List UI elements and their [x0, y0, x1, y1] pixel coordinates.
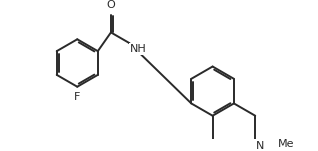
Text: N: N: [256, 141, 265, 151]
Text: O: O: [107, 0, 115, 10]
Text: NH: NH: [130, 44, 147, 54]
Text: F: F: [74, 92, 80, 102]
Text: Me: Me: [278, 139, 294, 149]
